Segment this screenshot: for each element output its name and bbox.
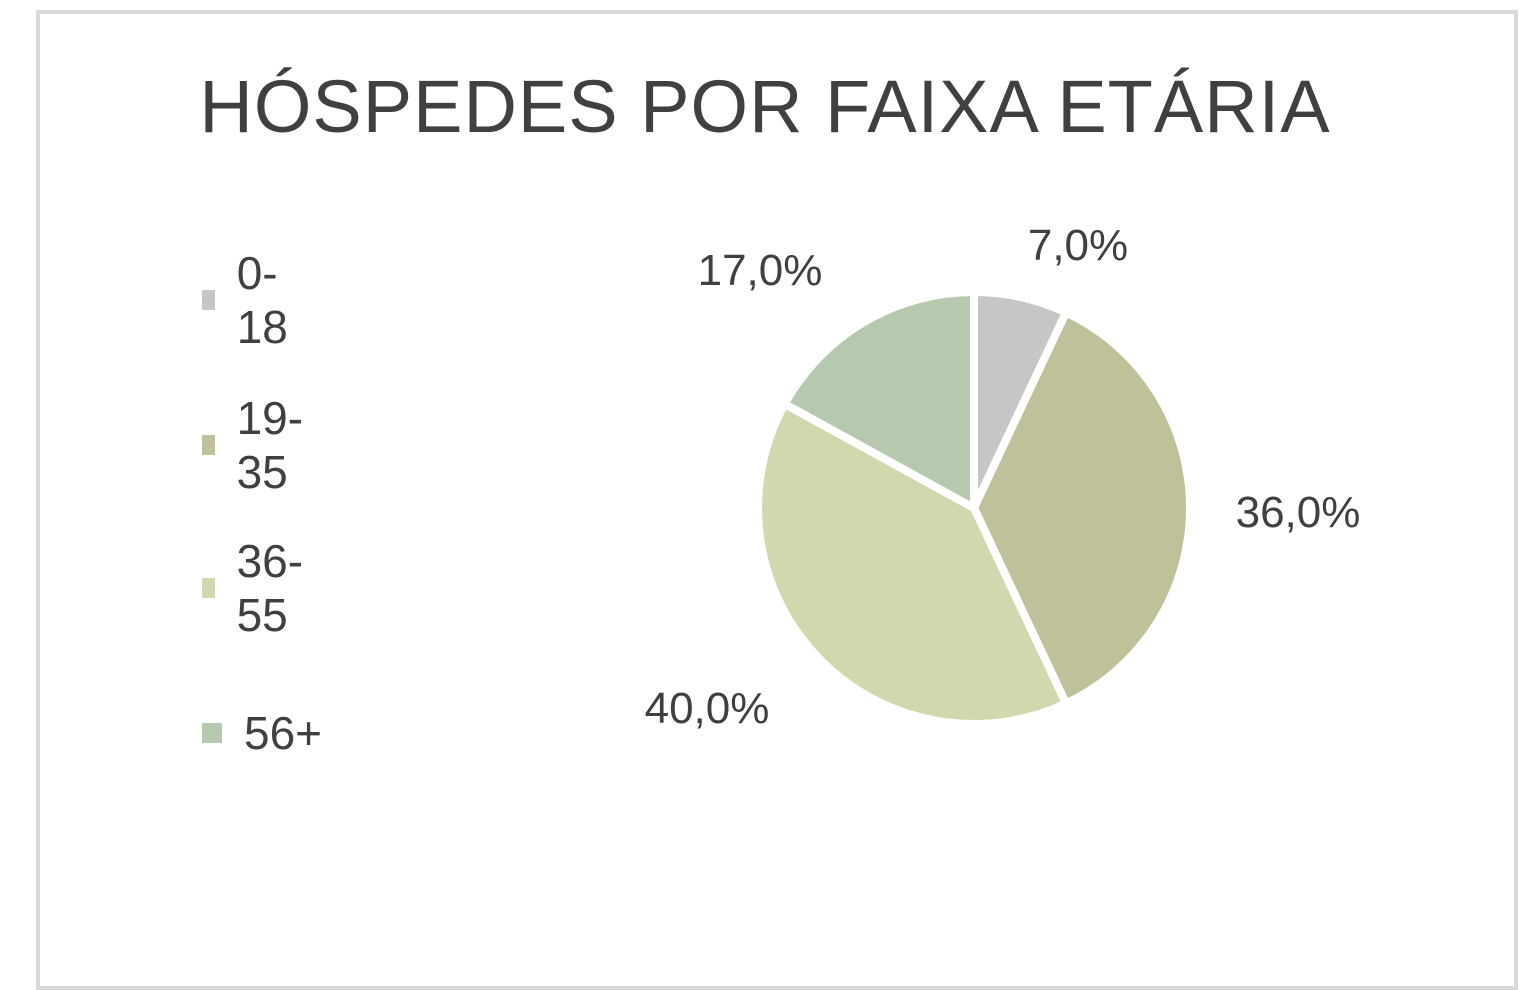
legend-label-19-35: 19-35: [236, 392, 304, 498]
data-label-19-35: 36,0%: [1236, 488, 1361, 537]
legend-item-0-18: 0-18: [202, 247, 295, 353]
pie-slice-56-plus: [780, 288, 978, 512]
legend-swatch-19-35: [202, 435, 215, 455]
data-label-36-55: 40,0%: [645, 684, 770, 733]
pie-slice-19-35: [970, 308, 1195, 708]
legend-item-19-35: 19-35: [202, 392, 310, 498]
legend-label-0-18: 0-18: [236, 247, 288, 353]
legend-swatch-56-plus: [202, 723, 222, 743]
pie-slice-36-55: [754, 399, 1070, 728]
legend-item-36-55: 36-55: [202, 535, 310, 641]
chart-title: HÓSPEDES POR FAIXA ETÁRIA: [199, 65, 1331, 148]
legend-label-56-plus: 56+: [244, 707, 323, 759]
legend-swatch-0-18: [202, 290, 215, 310]
data-label-0-18: 7,0%: [1028, 221, 1128, 270]
legend-label-36-55: 36-55: [236, 535, 304, 641]
legend-swatch-36-55: [202, 578, 215, 598]
legend-item-56-plus: 56+: [202, 703, 322, 763]
data-label-56-plus: 17,0%: [698, 246, 823, 295]
pie-chart: 7,0% 36,0% 40,0% 17,0%: [645, 221, 1361, 733]
